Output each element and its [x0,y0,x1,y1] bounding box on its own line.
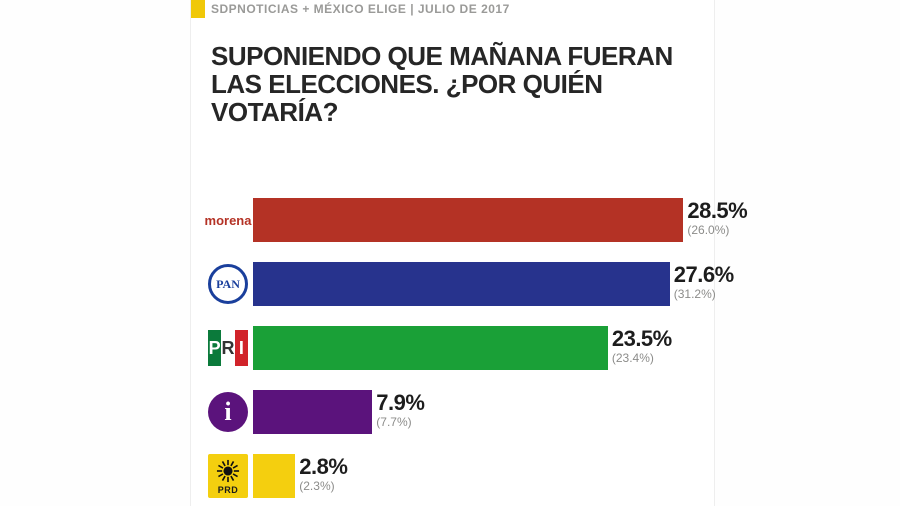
value-label: 7.9% [376,390,424,416]
card: SDPNOTICIAS + MÉXICO ELIGE | JULIO DE 20… [190,0,715,506]
party-logo-independiente: i [208,392,248,432]
value-label: 28.5% [687,198,747,224]
party-logo-morena: morena [205,213,252,228]
chart-row-pan: PAN27.6%(31.2%) [203,254,706,314]
logo-cell: i [203,392,253,432]
bar-track: 27.6%(31.2%) [253,262,706,306]
bar-track: 2.8%(2.3%) [253,454,706,498]
prev-label: (26.0%) [687,223,729,237]
chart-row-independiente: i7.9%(7.7%) [203,382,706,442]
party-logo-pan: PAN [208,264,248,304]
prev-label: (7.7%) [376,415,411,429]
bar-pri [253,326,608,370]
prev-label: (2.3%) [299,479,334,493]
source-line: SDPNOTICIAS + MÉXICO ELIGE | JULIO DE 20… [211,0,510,18]
accent-bar [191,0,205,18]
logo-cell: PRI [203,330,253,366]
bar-morena [253,198,683,242]
party-logo-prd: PRD [208,454,248,498]
headline: SUPONIENDO QUE MAÑANA FUERAN LAS ELECCIO… [211,42,694,126]
value-label: 27.6% [674,262,734,288]
bar-independiente [253,390,372,434]
bar-prd [253,454,295,498]
bar-track: 28.5%(26.0%) [253,198,706,242]
prev-label: (31.2%) [674,287,716,301]
value-label: 2.8% [299,454,347,480]
chart-row-pri: PRI23.5%(23.4%) [203,318,706,378]
chart-row-prd: PRD2.8%(2.3%) [203,446,706,506]
bar-track: 23.5%(23.4%) [253,326,706,370]
bar-chart: morena28.5%(26.0%)PAN27.6%(31.2%)PRI23.5… [203,190,706,506]
prev-label: (23.4%) [612,351,654,365]
logo-cell: PAN [203,264,253,304]
chart-row-morena: morena28.5%(26.0%) [203,190,706,250]
page: SDPNOTICIAS + MÉXICO ELIGE | JULIO DE 20… [0,0,900,506]
value-label: 23.5% [612,326,672,352]
bar-track: 7.9%(7.7%) [253,390,706,434]
logo-cell: PRD [203,454,253,498]
party-logo-pri: PRI [208,330,248,366]
logo-cell: morena [203,213,253,228]
bar-pan [253,262,670,306]
